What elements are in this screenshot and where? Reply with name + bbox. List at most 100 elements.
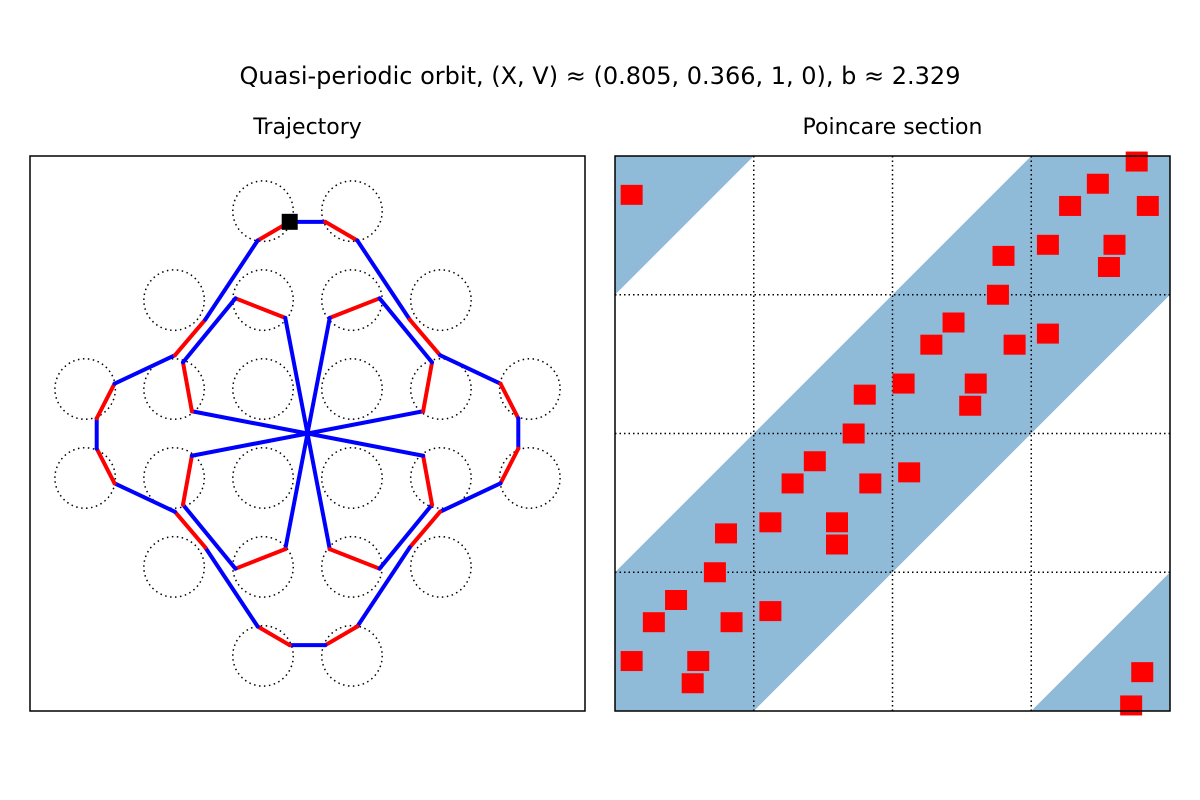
trajectory-segment [180,453,194,507]
trajectory-segment [355,545,412,629]
obstacle [320,446,383,509]
trajectory-segment [172,317,208,358]
trajectory-segment [498,381,521,421]
trajectory-segment [421,453,435,507]
obstacle [409,535,472,598]
section-point [1125,151,1148,172]
panel-title: Trajectory [252,115,362,140]
trajectory-segment [189,409,426,458]
section-point [826,534,848,555]
obstacle [409,358,472,421]
section-point [681,673,704,694]
section-point [715,523,737,544]
obstacle [320,624,383,687]
band [1031,572,1170,711]
trajectory-segment [172,509,208,550]
obstacle [498,358,561,421]
section-point [803,451,826,472]
obstacle [409,269,472,332]
trajectory-segment [355,238,412,322]
obstacle [143,446,206,509]
obstacle [409,446,472,509]
trajectory-segment [203,238,260,322]
section-point [959,395,982,416]
trajectory-segment [94,381,117,421]
section-point [1036,234,1059,255]
obstacle [232,446,295,509]
obstacle [143,269,206,332]
panel-title: Poincare section [803,115,983,140]
trajectory-segment [180,502,238,571]
section-point [1059,195,1082,216]
trajectory-segment [377,502,435,571]
section-point [898,462,921,483]
section-point [687,651,710,672]
section-point [642,612,665,633]
section-point [1003,334,1026,355]
obstacle [232,269,295,332]
obstacle [320,358,383,421]
trajectory-segment [327,296,382,320]
section-point [992,245,1015,266]
trajectory-segment [233,547,288,571]
section-point [620,184,643,205]
section-point [665,590,688,610]
section-point [1131,662,1154,683]
section-point [720,612,743,633]
section-point [759,601,782,622]
section-point [1103,234,1126,255]
section-point [920,334,943,355]
section-point [942,312,965,333]
trajectory-segment [498,446,521,486]
trajectory-segment [180,360,194,414]
section-point [826,512,848,533]
trajectory-segment [233,296,288,320]
section-point [781,473,804,494]
section-point [892,373,915,394]
trajectory-segment [112,481,177,514]
trajectory-segment [94,446,117,486]
section-point [1036,323,1059,344]
trajectory-segment [407,317,443,358]
trajectory-segment [255,624,292,648]
obstacle [320,180,383,243]
section-point [1120,695,1143,716]
obstacle [232,535,295,598]
obstacle [54,358,117,421]
obstacle [232,624,295,687]
axes-frame [29,155,586,712]
trajectory-segment [180,296,238,365]
trajectory-segment [327,547,382,571]
trajectory-segment [112,353,177,386]
trajectory-segment [377,296,435,365]
trajectory-segment [407,509,443,550]
obstacle [143,535,206,598]
section-point [620,651,643,672]
trajectory-segment [438,481,503,514]
section-point [703,562,726,583]
section-point [964,373,987,394]
band [615,156,754,295]
axes-frame [614,155,1171,712]
section-point [842,423,865,444]
section-point [1136,195,1159,216]
band [615,156,1170,711]
obstacle [232,358,295,421]
trajectory-segment [323,219,360,243]
section-point [759,512,782,533]
section-point [859,473,882,494]
section-point [1097,257,1120,277]
obstacle [498,446,561,509]
start-marker [281,213,298,230]
trajectory-segment [203,545,260,629]
trajectory-segment [438,353,503,386]
section-point [1086,173,1109,194]
figure-title: Quasi-periodic orbit, (X, V) ≈ (0.805, 0… [240,62,961,90]
obstacle [143,358,206,421]
section-point [853,384,876,405]
section-point [986,284,1009,305]
trajectory-segment [323,624,360,648]
obstacle [232,180,295,243]
obstacle [54,446,117,509]
